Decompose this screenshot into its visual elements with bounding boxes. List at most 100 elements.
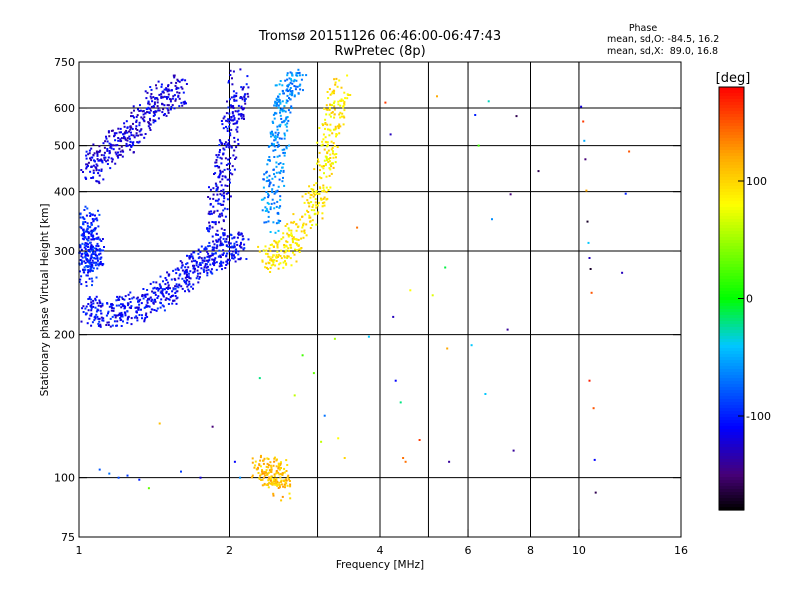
trace-point xyxy=(239,233,242,236)
trace-point xyxy=(154,97,157,100)
trace-point xyxy=(231,254,234,257)
trace-point xyxy=(217,153,220,156)
trace-point xyxy=(277,267,280,270)
trace-point xyxy=(106,163,109,165)
trace-point xyxy=(282,232,285,235)
trace-point xyxy=(167,96,170,99)
trace-point xyxy=(91,218,94,220)
trace-point xyxy=(183,100,186,103)
trace-point xyxy=(279,205,282,208)
trace-point xyxy=(216,193,219,196)
trace-point xyxy=(227,162,230,165)
trace-point xyxy=(247,86,250,89)
colorbar-strip xyxy=(719,132,744,136)
trace-point xyxy=(79,278,82,281)
trace-point xyxy=(337,103,340,106)
trace-point xyxy=(149,95,152,98)
trace-point xyxy=(144,295,147,298)
trace-point xyxy=(325,141,328,144)
trace-point xyxy=(86,239,89,242)
trace-point xyxy=(333,108,336,111)
trace-point xyxy=(232,119,234,122)
trace-point xyxy=(209,270,212,273)
trace-point xyxy=(169,108,172,111)
trace-point xyxy=(313,209,316,212)
trace-point xyxy=(219,236,222,239)
trace-point xyxy=(82,271,85,274)
trace-point xyxy=(334,125,337,128)
trace-point xyxy=(156,101,159,104)
trace-point xyxy=(127,293,130,296)
trace-point xyxy=(276,189,279,192)
echo-point xyxy=(211,425,214,428)
trace-point xyxy=(96,302,99,305)
trace-point xyxy=(157,295,160,298)
x-tick-label: 2 xyxy=(226,544,233,557)
trace-point xyxy=(289,497,292,500)
trace-point xyxy=(188,283,191,285)
trace-point xyxy=(157,289,160,292)
trace-point xyxy=(263,221,266,224)
colorbar-strip xyxy=(719,276,744,280)
trace-point xyxy=(98,145,101,148)
trace-point xyxy=(174,84,177,87)
trace-point xyxy=(262,178,265,181)
trace-point xyxy=(268,247,271,250)
trace-point xyxy=(184,79,187,82)
trace-point xyxy=(175,272,178,275)
trace-point xyxy=(226,262,229,265)
trace-point xyxy=(180,79,183,82)
colorbar-strip xyxy=(719,141,744,145)
trace-point xyxy=(277,145,280,147)
trace-point xyxy=(282,479,285,482)
trace-point xyxy=(181,261,184,264)
trace-point xyxy=(141,317,143,320)
trace-point xyxy=(185,83,188,85)
trace-point xyxy=(233,98,236,101)
trace-point xyxy=(273,104,276,107)
trace-point xyxy=(177,87,180,90)
trace-point xyxy=(132,151,135,154)
trace-point xyxy=(212,211,215,214)
trace-point xyxy=(268,476,270,479)
trace-point xyxy=(135,132,138,135)
trace-point xyxy=(124,137,127,140)
trace-point xyxy=(123,132,126,135)
trace-point xyxy=(92,219,95,222)
trace-point xyxy=(279,109,282,112)
trace-point xyxy=(107,312,109,315)
colorbar-strip xyxy=(719,306,744,310)
echo-point xyxy=(394,379,397,382)
trace-point xyxy=(288,77,291,80)
trace-point xyxy=(149,129,152,131)
trace-point xyxy=(240,117,243,120)
trace-point xyxy=(211,252,214,255)
colorbar-strip xyxy=(719,225,744,229)
colorbar-strip xyxy=(719,210,744,214)
trace-point xyxy=(275,171,278,174)
trace-point xyxy=(322,186,325,189)
trace-point xyxy=(265,180,268,183)
trace-point xyxy=(343,116,346,119)
trace-point xyxy=(343,91,346,94)
trace-point xyxy=(146,289,149,291)
trace-point xyxy=(148,103,151,106)
trace-point xyxy=(326,123,329,126)
trace-point xyxy=(92,302,95,305)
trace-point xyxy=(275,254,278,257)
trace-point xyxy=(135,121,138,123)
colorbar-strip xyxy=(719,99,744,103)
trace-point xyxy=(122,320,124,323)
trace-point xyxy=(103,146,106,149)
trace-point xyxy=(273,478,276,481)
trace-point xyxy=(135,315,138,318)
trace-point xyxy=(90,233,93,236)
trace-point xyxy=(231,83,234,86)
trace-point xyxy=(243,243,246,246)
trace-point xyxy=(222,243,225,246)
trace-point xyxy=(116,155,119,157)
trace-point xyxy=(297,225,300,228)
trace-point xyxy=(129,291,132,294)
trace-point xyxy=(161,304,164,307)
trace-point xyxy=(281,108,284,111)
